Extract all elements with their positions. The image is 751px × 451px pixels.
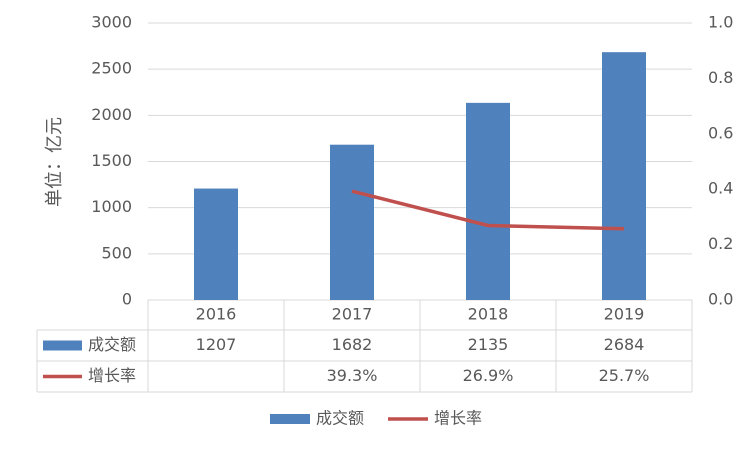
x-tick-label: 2019 (604, 305, 645, 324)
table-cell: 1682 (332, 335, 373, 354)
legend-key (270, 414, 310, 424)
y-tick-label: 500 (101, 243, 132, 262)
y2-tick-label: 0.4 (708, 179, 733, 198)
legend-key (43, 340, 82, 351)
table-cell: 26.9% (463, 366, 514, 385)
x-tick-label: 2016 (196, 305, 237, 324)
bar (602, 52, 646, 300)
bar (466, 102, 510, 300)
y-axis-label: 单位：亿元 (44, 117, 65, 207)
table-row-label: 增长率 (88, 366, 136, 385)
table-cell: 25.7% (599, 366, 650, 385)
legend-label: 增长率 (434, 409, 482, 428)
table-cell: 2684 (604, 335, 645, 354)
x-tick-label: 2018 (468, 305, 509, 324)
y-tick-label: 1000 (91, 197, 132, 216)
table-cell: 1207 (196, 335, 237, 354)
bar (194, 188, 238, 300)
y2-tick-label: 0.0 (708, 290, 733, 309)
line (351, 189, 625, 231)
y-tick-label: 0 (122, 290, 132, 309)
y-tick-label: 1500 (91, 151, 132, 170)
y-tick-label: 3000 (91, 13, 132, 32)
y-tick-label: 2500 (91, 59, 132, 78)
bar (330, 144, 374, 300)
y-tick-label: 2000 (91, 105, 132, 124)
x-tick-label: 2017 (332, 305, 373, 324)
y2-tick-label: 1.0 (708, 13, 733, 32)
table-cell: 2135 (468, 335, 509, 354)
legend-label: 成交额 (316, 409, 364, 428)
table-row-label: 成交额 (88, 335, 136, 354)
y2-tick-label: 0.6 (708, 123, 733, 142)
y2-tick-label: 0.8 (708, 68, 733, 87)
y2-tick-label: 0.2 (708, 234, 733, 253)
table-cell: 39.3% (327, 366, 378, 385)
